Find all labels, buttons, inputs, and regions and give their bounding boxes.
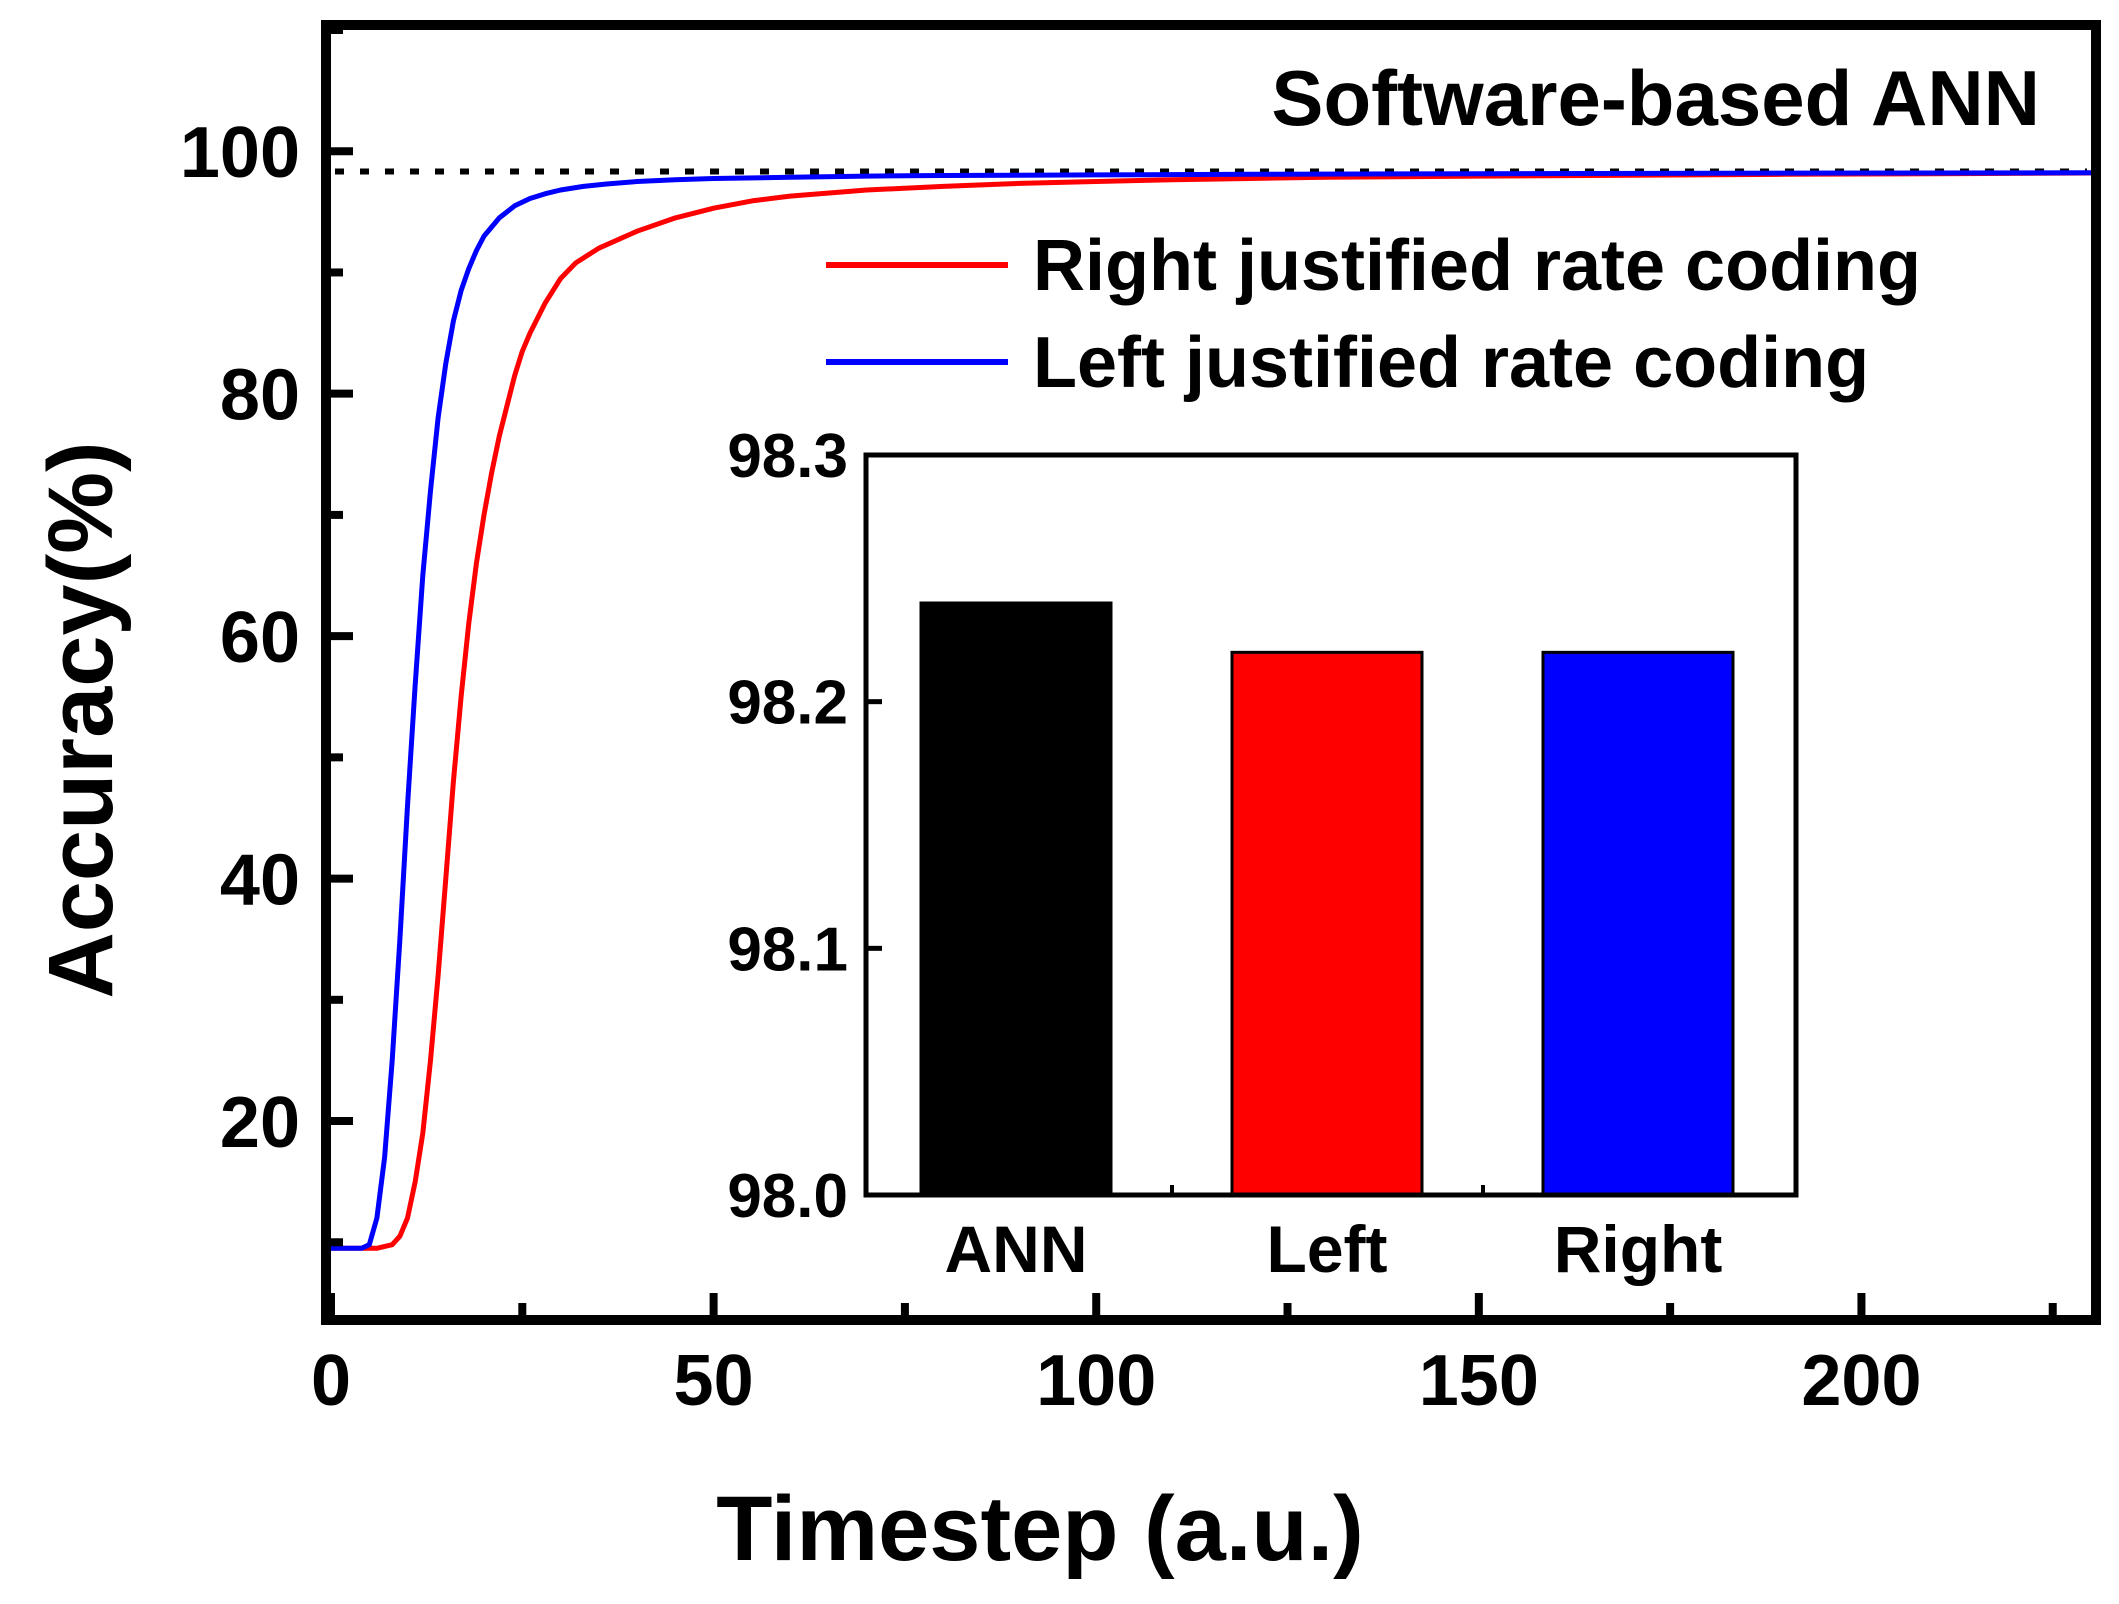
- inset-y-tick-label: 98.1: [727, 915, 848, 984]
- legend: Right justified rate coding Left justifi…: [826, 226, 1921, 403]
- inset-y-tick-label: 98.2: [727, 669, 848, 738]
- x-tick-label: 0: [311, 1341, 351, 1421]
- main-chart: 0 50 100 150 200 20 40 60 80 100 Timeste…: [30, 20, 2101, 1580]
- x-axis-label: Timestep (a.u.): [716, 1478, 1364, 1580]
- inset-category-label: Right: [1554, 1212, 1723, 1286]
- bar-left: [1230, 650, 1424, 1197]
- inset-bar-chart: 98.0 98.1 98.2 98.3 ANN Left Right: [727, 422, 1799, 1286]
- inset-y-tick-label: 98.3: [727, 422, 848, 491]
- y-tick-label: 100: [180, 113, 300, 193]
- right-justified-series-line: [331, 170, 2092, 1251]
- main-plot-frame: [321, 20, 2101, 1325]
- y-tick-label: 60: [220, 598, 300, 678]
- bar-ann: [919, 601, 1113, 1197]
- inset-category-label: Left: [1267, 1212, 1388, 1286]
- legend-label-right-justified: Right justified rate coding: [1033, 226, 1921, 306]
- x-tick-label: 100: [1036, 1341, 1156, 1421]
- inset-y-tick-label: 98.0: [727, 1162, 848, 1231]
- legend-label-left-justified: Left justified rate coding: [1033, 323, 1869, 403]
- x-tick-label: 200: [1801, 1341, 1921, 1421]
- left-justified-series-line: [331, 170, 2092, 1251]
- x-tick-label: 50: [674, 1341, 754, 1421]
- x-tick-label: 150: [1419, 1341, 1539, 1421]
- inset-category-label: ANN: [945, 1212, 1088, 1286]
- y-axis-label: Accuracy(%): [30, 441, 132, 998]
- y-tick-label: 80: [220, 356, 300, 436]
- reference-label: Software-based ANN: [1271, 54, 2040, 142]
- y-tick-label: 20: [220, 1083, 300, 1163]
- inset-plot-frame: [863, 452, 1799, 1198]
- y-tick-label: 40: [220, 841, 300, 921]
- bar-right: [1541, 650, 1735, 1197]
